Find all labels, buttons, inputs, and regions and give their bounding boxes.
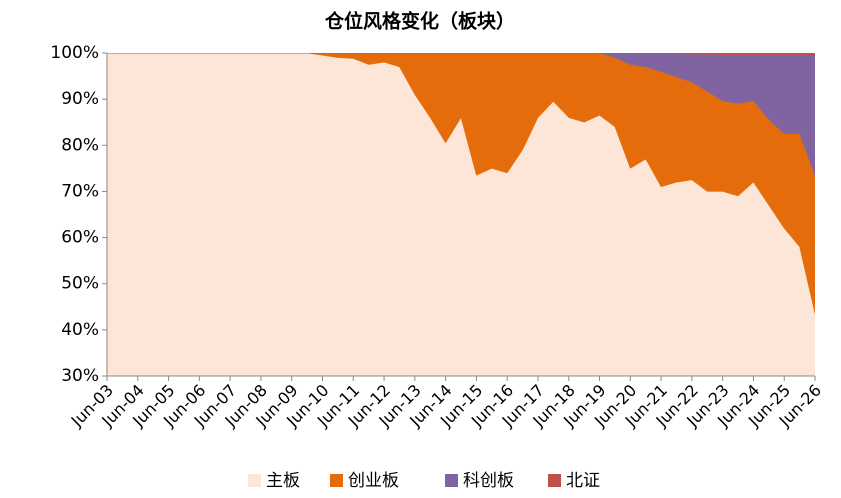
y-tick-label: 80%	[61, 135, 99, 155]
y-tick-label: 70%	[61, 181, 99, 201]
legend-label: 主板	[266, 471, 300, 491]
y-tick-label: 90%	[61, 89, 99, 109]
area	[107, 53, 815, 176]
area	[107, 53, 815, 56]
legend-swatch	[248, 474, 261, 487]
legend-label: 创业板	[348, 471, 399, 491]
legend-swatch	[548, 474, 561, 487]
y-tick-label: 30%	[61, 366, 99, 386]
legend-swatch	[445, 474, 458, 487]
y-tick-label: 40%	[61, 320, 99, 340]
plot-area	[107, 53, 815, 376]
y-tick-label: 50%	[61, 274, 99, 294]
legend-label: 科创板	[463, 471, 514, 491]
legend-label: 北证	[566, 471, 600, 491]
legend-swatch	[330, 474, 343, 487]
y-tick-label: 60%	[61, 228, 99, 248]
chart-title: 仓位风格变化（板块）	[324, 10, 515, 33]
y-tick-label: 100%	[50, 43, 99, 63]
area	[107, 53, 815, 314]
